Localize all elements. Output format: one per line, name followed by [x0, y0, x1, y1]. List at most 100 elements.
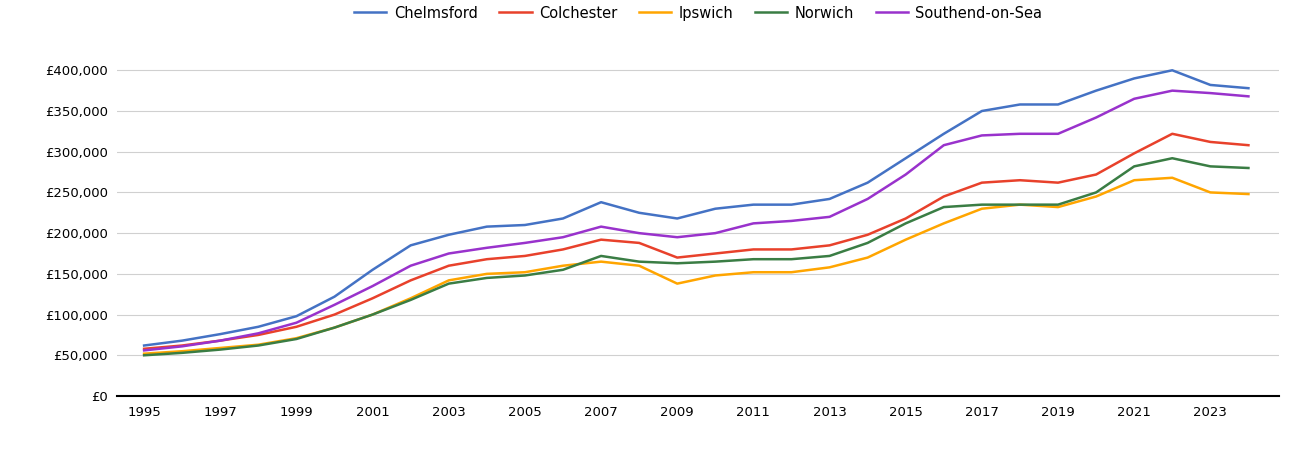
Norwich	[745, 256, 761, 262]
Colchester	[1241, 143, 1257, 148]
Colchester	[136, 346, 151, 351]
Southend-on-Sea	[936, 143, 951, 148]
Norwich	[594, 253, 609, 259]
Norwich	[1202, 164, 1218, 169]
Chelmsford	[594, 199, 609, 205]
Ipswich	[213, 345, 228, 351]
Chelmsford	[213, 331, 228, 337]
Colchester	[1088, 172, 1104, 177]
Norwich	[974, 202, 989, 207]
Colchester	[974, 180, 989, 185]
Ipswich	[403, 296, 419, 301]
Ipswich	[479, 271, 495, 277]
Colchester	[175, 343, 191, 348]
Colchester	[936, 194, 951, 199]
Ipswich	[365, 312, 381, 317]
Chelmsford	[707, 206, 723, 211]
Line: Ipswich: Ipswich	[144, 178, 1249, 354]
Ipswich	[669, 281, 685, 286]
Chelmsford	[898, 156, 913, 161]
Norwich	[365, 312, 381, 317]
Chelmsford	[632, 210, 647, 216]
Southend-on-Sea	[365, 284, 381, 289]
Southend-on-Sea	[822, 214, 838, 220]
Colchester	[288, 324, 304, 329]
Chelmsford	[1088, 88, 1104, 93]
Chelmsford	[783, 202, 799, 207]
Chelmsford	[669, 216, 685, 221]
Chelmsford	[441, 232, 457, 238]
Colchester	[441, 263, 457, 268]
Ipswich	[555, 263, 570, 268]
Chelmsford	[365, 267, 381, 273]
Southend-on-Sea	[517, 240, 532, 246]
Ipswich	[288, 336, 304, 341]
Norwich	[1126, 164, 1142, 169]
Norwich	[1051, 202, 1066, 207]
Southend-on-Sea	[860, 196, 876, 202]
Ipswich	[517, 270, 532, 275]
Colchester	[860, 232, 876, 238]
Norwich	[783, 256, 799, 262]
Southend-on-Sea	[136, 348, 151, 353]
Southend-on-Sea	[1241, 94, 1257, 99]
Colchester	[213, 338, 228, 343]
Ipswich	[1126, 177, 1142, 183]
Colchester	[707, 251, 723, 256]
Southend-on-Sea	[707, 230, 723, 236]
Colchester	[251, 332, 266, 338]
Colchester	[555, 247, 570, 252]
Chelmsford	[517, 222, 532, 228]
Southend-on-Sea	[745, 220, 761, 226]
Southend-on-Sea	[288, 320, 304, 325]
Colchester	[479, 256, 495, 262]
Norwich	[175, 350, 191, 356]
Chelmsford	[288, 314, 304, 319]
Southend-on-Sea	[632, 230, 647, 236]
Chelmsford	[1051, 102, 1066, 107]
Norwich	[1013, 202, 1028, 207]
Ipswich	[707, 273, 723, 278]
Ipswich	[783, 270, 799, 275]
Norwich	[479, 275, 495, 281]
Southend-on-Sea	[555, 234, 570, 240]
Colchester	[403, 278, 419, 283]
Colchester	[1013, 177, 1028, 183]
Colchester	[1164, 131, 1180, 136]
Chelmsford	[860, 180, 876, 185]
Norwich	[517, 273, 532, 278]
Ipswich	[1164, 175, 1180, 180]
Southend-on-Sea	[441, 251, 457, 256]
Colchester	[745, 247, 761, 252]
Line: Southend-on-Sea: Southend-on-Sea	[144, 90, 1249, 351]
Southend-on-Sea	[175, 344, 191, 349]
Norwich	[860, 240, 876, 246]
Ipswich	[1241, 191, 1257, 197]
Line: Chelmsford: Chelmsford	[144, 70, 1249, 346]
Colchester	[365, 296, 381, 301]
Southend-on-Sea	[669, 234, 685, 240]
Southend-on-Sea	[974, 133, 989, 138]
Ipswich	[936, 220, 951, 226]
Norwich	[403, 297, 419, 302]
Chelmsford	[936, 131, 951, 136]
Southend-on-Sea	[1051, 131, 1066, 136]
Norwich	[213, 347, 228, 352]
Norwich	[288, 336, 304, 342]
Chelmsford	[745, 202, 761, 207]
Norwich	[632, 259, 647, 264]
Colchester	[326, 312, 342, 317]
Ipswich	[136, 351, 151, 356]
Ipswich	[1013, 202, 1028, 207]
Norwich	[555, 267, 570, 273]
Colchester	[517, 253, 532, 259]
Norwich	[136, 353, 151, 358]
Ipswich	[745, 270, 761, 275]
Ipswich	[974, 206, 989, 211]
Ipswich	[594, 259, 609, 264]
Norwich	[898, 220, 913, 226]
Ipswich	[175, 348, 191, 354]
Ipswich	[898, 237, 913, 243]
Colchester	[783, 247, 799, 252]
Ipswich	[1051, 204, 1066, 210]
